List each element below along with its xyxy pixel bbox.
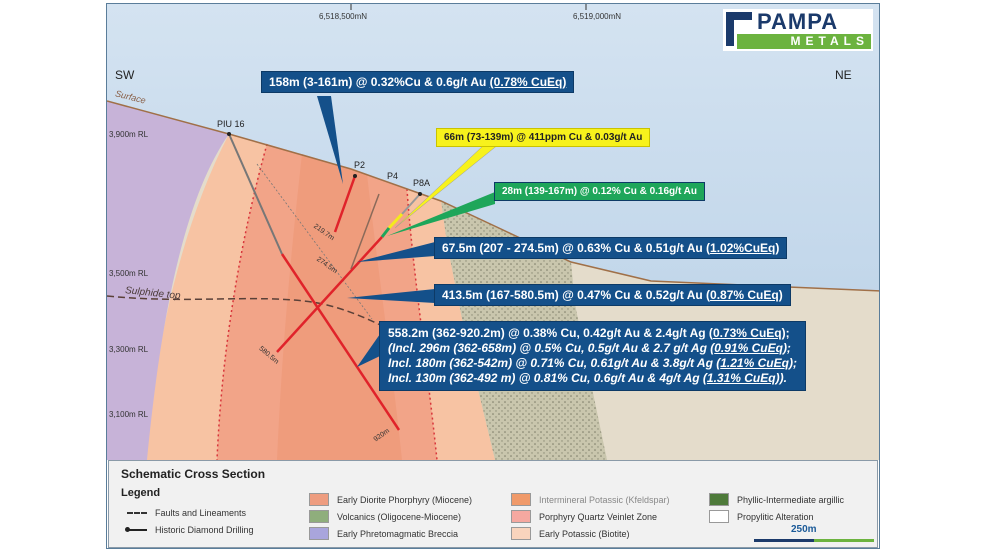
swatch-icon bbox=[309, 510, 329, 523]
rl-label: 3,900m RL bbox=[109, 130, 149, 139]
drillhole-piu16-red bbox=[280, 253, 401, 431]
rl-label: 3,100m RL bbox=[109, 410, 149, 419]
drillhole-piu16-upper bbox=[228, 133, 283, 255]
swatch-icon bbox=[511, 527, 531, 540]
direction-ne: NE bbox=[835, 68, 852, 82]
drillhole-p8a-yellow bbox=[387, 212, 404, 230]
swatch-icon bbox=[309, 527, 329, 540]
dashed-line-icon bbox=[127, 512, 147, 514]
logo-text: PAMPA bbox=[757, 9, 839, 34]
hole-label-p8a: P8A bbox=[413, 178, 431, 188]
callout-p8a-yellow-intercept: 66m (73-139m) @ 411ppm Cu & 0.03g/t Au bbox=[436, 128, 651, 147]
northing-label: 6,519,000mN bbox=[573, 12, 622, 21]
legend-faults: Faults and Lineaments bbox=[127, 508, 246, 518]
drillhole-p8a-red bbox=[276, 236, 383, 353]
legend-title: Schematic Cross Section bbox=[121, 467, 266, 481]
legend-item: Phyllic-Intermediate argillic bbox=[709, 493, 844, 506]
scale-bar-segment bbox=[754, 539, 814, 542]
swatch-icon bbox=[511, 510, 531, 523]
drillhole-p4 bbox=[350, 193, 380, 270]
hole-label-piu16: PIU 16 bbox=[217, 119, 245, 129]
logo-subtext: METALS bbox=[737, 34, 871, 49]
collar-markers bbox=[227, 132, 422, 196]
fault-line bbox=[256, 163, 373, 320]
swatch-icon bbox=[309, 493, 329, 506]
cross-section-figure: 6,518,500mN 6,519,000mN SW NE PAMPA META… bbox=[106, 3, 880, 549]
breccia-zone bbox=[107, 101, 229, 460]
surface-line bbox=[107, 100, 879, 292]
legend-item: Intermineral Potassic (Kfeldspar) bbox=[511, 493, 670, 506]
callout-pointer bbox=[357, 242, 435, 262]
swatch-icon bbox=[709, 493, 729, 506]
swatch-icon bbox=[511, 493, 531, 506]
callout-pointer bbox=[317, 96, 343, 184]
swatch-icon bbox=[709, 510, 729, 523]
legend-panel: Schematic Cross Section Legend Faults an… bbox=[108, 460, 878, 548]
quartz-veinlet-boundary bbox=[216, 143, 438, 460]
legend-item: Volcanics (Oligocene-Miocene) bbox=[309, 510, 461, 523]
hole-label-p4: P4 bbox=[387, 171, 399, 181]
legend-item: Early Phretomagmatic Breccia bbox=[309, 527, 458, 540]
rl-label: 3,500m RL bbox=[109, 269, 149, 278]
diorite-core bbox=[277, 154, 402, 460]
callout-pointer bbox=[387, 192, 495, 236]
legend-drilling: Historic Diamond Drilling bbox=[125, 525, 254, 535]
scale-bar-label: 250m bbox=[791, 524, 817, 535]
legend-item: Early Diorite Phorphyry (Miocene) bbox=[309, 493, 472, 506]
hole-label-p2: P2 bbox=[354, 160, 366, 170]
callout-pointer bbox=[357, 334, 380, 367]
callout-p8a-green-intercept: 28m (139-167m) @ 0.12% Cu & 0.16g/t Au bbox=[494, 182, 706, 201]
legend-subtitle: Legend bbox=[121, 487, 161, 499]
legend-item: Early Potassic (Biotite) bbox=[511, 527, 630, 540]
callout-p8a-intercept: 413.5m (167-580.5m) @ 0.47% Cu & 0.52g/t… bbox=[434, 284, 791, 306]
drillhole-icon bbox=[125, 527, 147, 532]
pampa-metals-logo: PAMPA METALS bbox=[723, 9, 873, 51]
callout-p4-intercept: 67.5m (207 - 274.5m) @ 0.63% Cu & 0.51g/… bbox=[434, 237, 788, 259]
drillhole-p8a-grey bbox=[401, 193, 421, 215]
northing-label: 6,518,500mN bbox=[319, 12, 368, 21]
direction-sw: SW bbox=[115, 68, 135, 82]
sulphide-top-line bbox=[107, 295, 438, 355]
callout-pointer bbox=[347, 289, 435, 303]
rl-label: 3,300m RL bbox=[109, 345, 149, 354]
callout-piu16-intercept: 558.2m (362-920.2m) @ 0.38% Cu, 0.42g/t … bbox=[379, 321, 806, 391]
callout-p2-intercept: 158m (3-161m) @ 0.32%Cu & 0.6g/t Au (0.7… bbox=[261, 71, 575, 93]
drillhole-p2 bbox=[333, 175, 357, 233]
legend-item: Porphyry Quartz Veinlet Zone bbox=[511, 510, 657, 523]
drillhole-p8a-green bbox=[380, 227, 391, 238]
scale-bar-segment bbox=[814, 539, 874, 542]
legend-item: Propylitic Alteration bbox=[709, 510, 814, 523]
